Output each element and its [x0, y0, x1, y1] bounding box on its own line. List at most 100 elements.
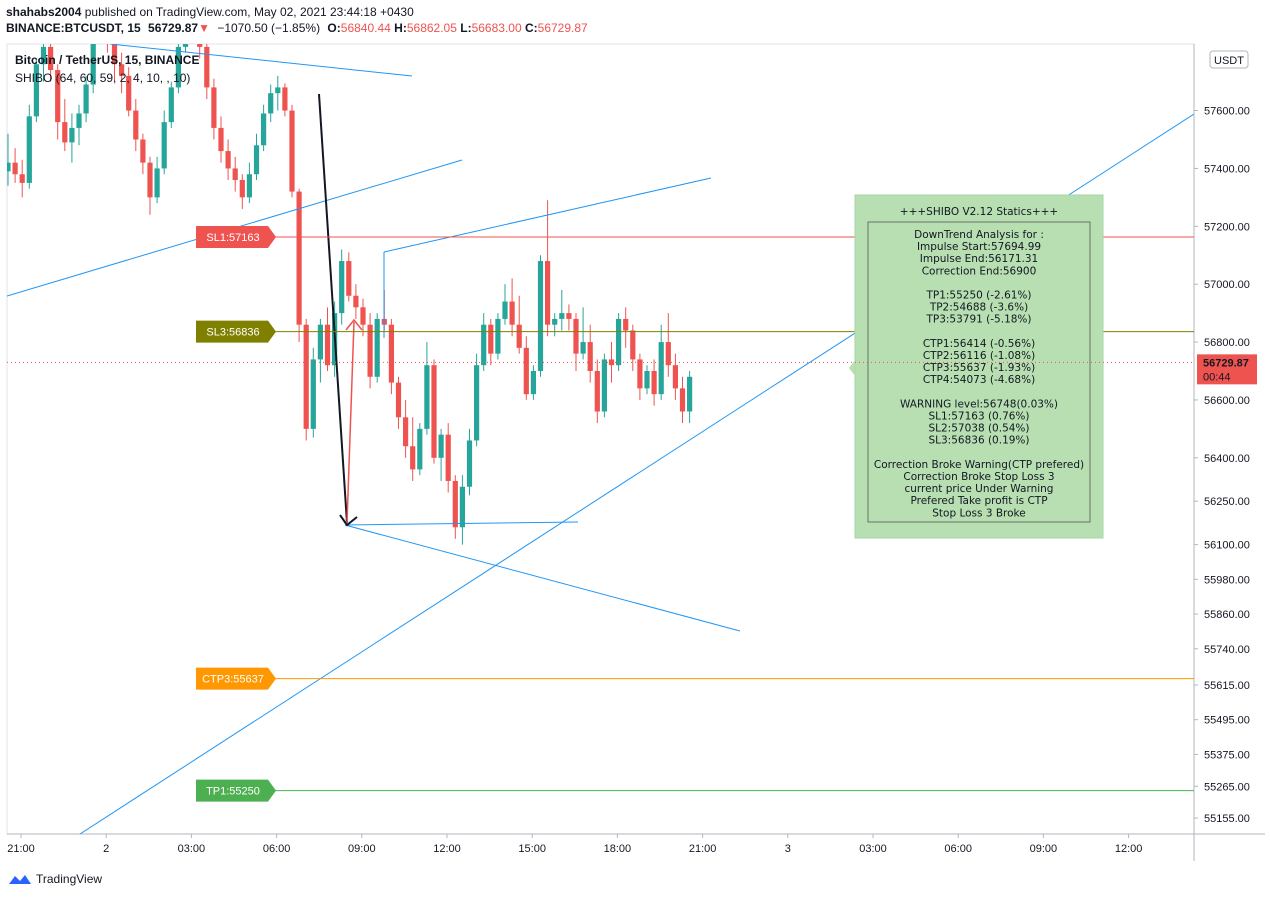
time-tick-label: 21:00 — [7, 843, 35, 855]
candle — [296, 188, 302, 343]
candle-body — [105, 9, 110, 38]
level-label: CTP3:55637 — [202, 674, 264, 686]
levels-layer: SL1:57163 SL3:56836 CTP3:55637 TP1:55250 — [196, 226, 1194, 802]
stats-line: TP3:53791 (-5.18%) — [925, 314, 1031, 326]
current-price-badge — [1197, 354, 1257, 385]
level-tp1[interactable]: TP1:55250 — [196, 779, 1194, 802]
chart-header: shahabs2004 published on TradingView.com… — [6, 5, 588, 35]
candle — [175, 44, 181, 94]
candle — [289, 104, 295, 198]
level-label: TP1:55250 — [206, 786, 260, 798]
candle — [573, 313, 579, 371]
candle-body — [367, 324, 373, 377]
candle — [147, 156, 153, 215]
candle — [637, 353, 643, 400]
price-tick-label: 55155.00 — [1204, 813, 1250, 825]
candle-body — [516, 324, 522, 348]
candle-body — [76, 113, 82, 128]
candle-body — [616, 318, 622, 366]
candle — [552, 313, 558, 337]
ohlc-high: 56862.05 — [406, 21, 457, 35]
candle-body — [360, 307, 366, 325]
candle — [616, 313, 622, 371]
candle — [559, 289, 565, 331]
candle — [516, 295, 522, 354]
candle-body — [303, 324, 309, 429]
stats-line: SL2:57038 (0.54%) — [928, 423, 1029, 435]
level-label: SL3:56836 — [206, 327, 259, 339]
time-tick-label: 12:00 — [433, 843, 461, 855]
candle-body — [566, 313, 572, 319]
candle-body — [268, 93, 274, 114]
candle-body — [672, 365, 678, 389]
candle — [168, 81, 174, 128]
candle — [310, 347, 316, 438]
candle — [12, 148, 18, 183]
time-axis[interactable]: 21:00 2 03:00 06:00 09:00 12:00 15:00 18:00 21:0… — [7, 834, 1142, 855]
candle — [33, 58, 39, 123]
candle — [488, 318, 494, 366]
legend-indicator[interactable]: SHIBO (64, 60, 59, 2, 4, 10, , 10) — [15, 71, 190, 85]
price-tick-label: 56800.00 — [1204, 337, 1250, 349]
price-tick-label: 57400.00 — [1204, 163, 1250, 175]
level-ctp3[interactable]: CTP3:55637 — [196, 667, 1194, 690]
price-tick-label: 55265.00 — [1204, 781, 1250, 793]
price-tick-label: 55860.00 — [1204, 609, 1250, 621]
candle-body — [495, 318, 501, 354]
candle — [566, 304, 572, 331]
ohlc-close: 56729.87 — [537, 21, 588, 35]
candle-body — [275, 87, 281, 94]
candle — [679, 376, 686, 424]
candle — [431, 359, 437, 464]
candle — [140, 133, 146, 175]
candle-body — [90, 44, 96, 85]
candle — [111, 44, 118, 82]
candle-body — [197, 44, 203, 47]
currency-badge — [1209, 50, 1249, 69]
candle-body — [19, 174, 25, 183]
candle — [474, 353, 480, 447]
time-tick-label: 03:00 — [178, 843, 206, 855]
stats-panel-title: +++SHIBO V2.12 Statics+++ — [900, 206, 1058, 218]
candle-body — [424, 365, 430, 429]
stats-panel: +++SHIBO V2.12 Statics+++ DownTrend Analy… — [849, 194, 1104, 539]
stats-line: WARNING level:56748(0.03%) — [900, 398, 1058, 410]
stats-line: Impulse End:56171.31 — [920, 253, 1038, 265]
stats-line: CTP3:55637 (-1.93%) — [923, 362, 1035, 374]
candle-body — [537, 261, 544, 371]
candle-body — [175, 46, 181, 88]
stats-panel-bg — [854, 194, 1104, 539]
candle-body — [452, 480, 458, 528]
stats-line: DownTrend Analysis for : — [914, 229, 1044, 241]
candle-body — [488, 324, 494, 354]
level-sl1[interactable]: SL1:57163 — [196, 226, 1194, 249]
legend-symbol[interactable]: Bitcoin / TetherUS, 15, BINANCE — [15, 53, 199, 67]
candle-body — [502, 301, 508, 319]
time-tick-label: 09:00 — [348, 843, 376, 855]
candle — [76, 104, 82, 146]
candle-body — [168, 87, 174, 123]
candle — [360, 298, 366, 337]
candle-body — [204, 46, 210, 88]
author-name[interactable]: shahabs2004 — [6, 5, 82, 19]
candle — [211, 78, 217, 140]
price-tick-label: 56250.00 — [1204, 496, 1250, 508]
candle-body — [133, 110, 139, 140]
symbol-name[interactable]: BINANCE:BTCUSDT, 15 — [6, 21, 141, 35]
candle — [466, 428, 473, 496]
candle-body — [573, 318, 579, 354]
candle — [403, 399, 409, 458]
correction-arrow-icon — [345, 318, 363, 331]
price-axis[interactable]: 55155.00 55265.00 55375.00 55495.00 55615.00… — [1194, 50, 1257, 825]
footer-brand[interactable]: TradingView — [8, 872, 102, 886]
candle-body — [445, 434, 451, 481]
candle-body — [395, 382, 402, 418]
ohlc-open: 56840.44 — [340, 21, 391, 35]
stats-line: current price Under Warning — [905, 483, 1054, 495]
candle — [537, 255, 544, 377]
stats-line: SL1:57163 (0.76%) — [928, 411, 1029, 423]
candle-body — [289, 110, 295, 192]
candle — [246, 162, 252, 204]
candle — [90, 44, 96, 94]
